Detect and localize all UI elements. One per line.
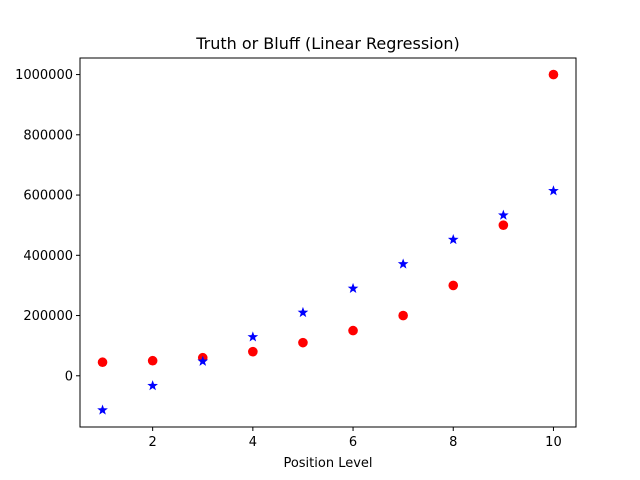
y-tick-label: 200000 xyxy=(23,309,73,324)
data-point-star xyxy=(197,355,209,366)
y-axis: 0 200000 400000 600000 800000 1000000 xyxy=(15,68,80,384)
data-point-star xyxy=(447,234,459,245)
data-point-star xyxy=(297,306,309,318)
data-point-circle xyxy=(298,337,308,348)
data-point-star xyxy=(97,404,108,415)
data-point-circle xyxy=(348,325,358,336)
x-tick-label: 2 xyxy=(149,435,157,450)
y-tick-label: 400000 xyxy=(23,249,73,264)
data-point-circle xyxy=(548,69,559,80)
data-point-star xyxy=(498,209,509,220)
y-tick-label: 0 xyxy=(65,369,73,384)
data-point-circle xyxy=(97,357,108,368)
y-tick-label: 600000 xyxy=(23,189,73,204)
x-axis: 2 4 6 8 10 xyxy=(149,427,562,450)
data-point-circle xyxy=(448,280,459,291)
red-circle-series xyxy=(97,69,559,368)
data-point-circle xyxy=(248,346,258,357)
y-tick-label: 800000 xyxy=(23,128,73,143)
axes-frame xyxy=(79,57,577,428)
data-point-star xyxy=(548,185,559,196)
x-axis-label: Position Level xyxy=(283,456,372,471)
data-point-circle xyxy=(498,220,509,230)
data-point-star xyxy=(147,380,158,391)
x-tick-label: 8 xyxy=(449,435,457,450)
data-point-star xyxy=(347,282,359,293)
y-tick-label: 1000000 xyxy=(15,68,73,83)
x-tick-label: 6 xyxy=(349,435,357,450)
data-point-circle xyxy=(147,355,158,366)
x-tick-label: 10 xyxy=(545,435,562,450)
data-point-circle xyxy=(398,310,408,321)
plot-area xyxy=(97,69,559,415)
blue-star-series xyxy=(97,185,559,415)
x-tick-label: 4 xyxy=(249,435,257,450)
chart-title: Truth or Bluff (Linear Regression) xyxy=(195,34,460,53)
data-point-star xyxy=(397,258,409,269)
data-point-star xyxy=(247,331,259,342)
